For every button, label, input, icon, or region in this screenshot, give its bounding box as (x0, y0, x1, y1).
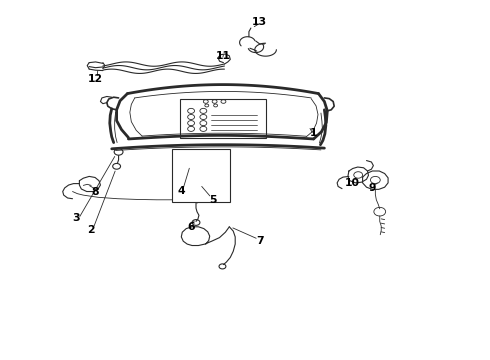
Text: 3: 3 (72, 213, 80, 223)
Text: 13: 13 (252, 17, 267, 27)
Text: 2: 2 (87, 225, 95, 235)
Text: 9: 9 (368, 183, 376, 193)
Text: 6: 6 (187, 222, 195, 232)
Text: 1: 1 (310, 128, 318, 138)
Text: 12: 12 (88, 74, 103, 84)
Polygon shape (172, 149, 230, 202)
Text: 8: 8 (92, 186, 99, 197)
Text: 4: 4 (177, 186, 185, 196)
Text: 10: 10 (344, 177, 359, 188)
Text: 7: 7 (256, 236, 264, 246)
Text: 5: 5 (209, 195, 217, 205)
Text: 11: 11 (216, 51, 230, 61)
